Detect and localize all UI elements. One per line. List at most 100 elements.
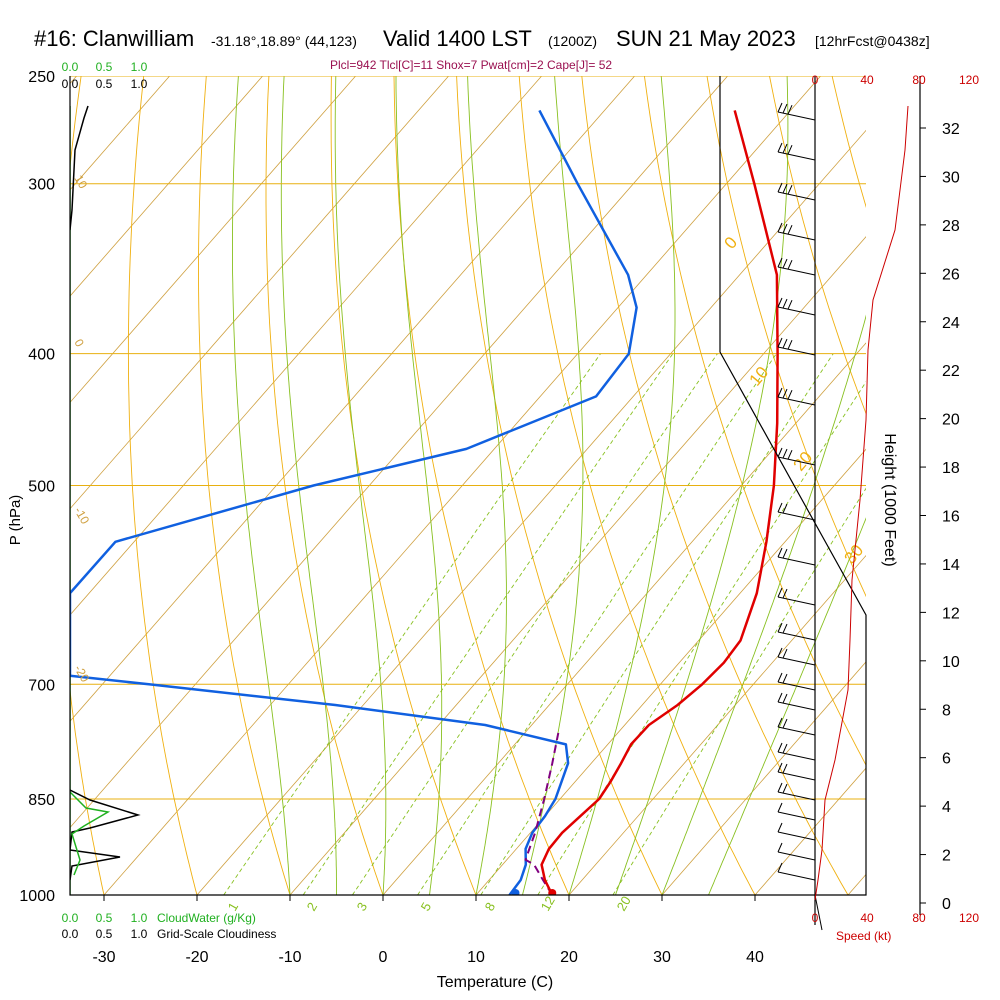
- wind-barb: [777, 762, 816, 781]
- parcel-line: [524, 732, 560, 895]
- dry-adiabat: [70, 76, 105, 895]
- moist-adiabat: [395, 76, 443, 895]
- cloud-tick-label: 1.0: [131, 927, 148, 941]
- mixing-ratio-line: [480, 353, 834, 895]
- cloud-tick-label: 0.0: [62, 911, 79, 925]
- height-tick-label: 18: [942, 460, 960, 477]
- height-tick-label: 4: [942, 799, 951, 816]
- theta-label: 0: [71, 337, 87, 350]
- height-tick-label: 14: [942, 557, 960, 574]
- x-tick-label: -20: [185, 949, 208, 966]
- wind-barb: [777, 387, 816, 406]
- wind-barb: [777, 297, 816, 316]
- wind-barb: [777, 502, 816, 521]
- x-tick-label: -30: [92, 949, 115, 966]
- moist-adiabat: [568, 76, 676, 895]
- dry-adiabat-label: 0: [721, 233, 742, 252]
- wind-speed-line: [814, 105, 909, 901]
- wind-barb: [777, 222, 816, 241]
- moist-adiabat: [522, 76, 584, 895]
- cloudiness-profile-upper: [70, 105, 89, 231]
- wind-barb: [777, 142, 816, 161]
- cloud-tick-label: 0.5: [96, 60, 113, 74]
- forecast-info: [12hrFcst@0438z]: [815, 33, 930, 49]
- x-axis-label: Temperature (C): [437, 974, 553, 991]
- valid-date: SUN 21 May 2023: [616, 26, 796, 51]
- mixing-ratio-line: [223, 353, 601, 895]
- wind-barb: [777, 547, 816, 566]
- wind-barb: [777, 257, 816, 276]
- x-tick-label: 10: [467, 949, 485, 966]
- moist-adiabat: [661, 314, 866, 895]
- surface-temperature-point: [548, 889, 557, 895]
- cloudwater-label: CloudWater (g/Kg): [157, 911, 256, 925]
- dewpoint-line: [70, 109, 638, 895]
- mixing-ratio-label: 20: [614, 893, 634, 913]
- mixing-ratio-lines: [223, 353, 866, 895]
- moist-adiabat: [708, 517, 866, 895]
- wind-barb: [777, 717, 816, 736]
- speed-axis-label: Speed (kt): [836, 929, 891, 943]
- speed-tick-label: 120: [959, 73, 979, 87]
- isotherm-line: [70, 76, 356, 404]
- height-tick-label: 32: [942, 121, 960, 138]
- cloudwater-profile: [70, 791, 111, 876]
- wind-barb: [777, 742, 816, 761]
- wind-barb: [777, 182, 816, 201]
- height-tick-label: 16: [942, 509, 960, 526]
- speed-tick-label: 0: [812, 73, 819, 87]
- mixing-ratio-label: 12: [538, 893, 558, 913]
- height-tick-label: 24: [942, 315, 960, 332]
- wind-barb: [777, 447, 816, 466]
- theta-label: -10: [71, 505, 92, 527]
- speed-tick-label: 40: [860, 911, 874, 925]
- wind-barb: [777, 622, 816, 641]
- cloud-tick-label: 0.5: [96, 911, 113, 925]
- dry-adiabat: [518, 76, 756, 895]
- mixing-ratio-line: [302, 353, 674, 895]
- cloud-profiles: [70, 105, 141, 895]
- height-tick-label: 20: [942, 412, 960, 429]
- moist-adiabat: [232, 76, 291, 895]
- height-tick-label: 2: [942, 848, 951, 865]
- chart-axes: P (hPa) Temperature (C) Height (1000 Fee…: [7, 60, 979, 991]
- dry-adiabat: [581, 76, 849, 895]
- dry-adiabat: [769, 76, 866, 415]
- sounding-profiles: [70, 109, 779, 895]
- wind-barb: [777, 802, 816, 821]
- height-tick-label: 10: [942, 654, 960, 671]
- mixing-ratio-label: 3: [354, 900, 371, 914]
- height-tick-label: 12: [942, 605, 960, 622]
- mixing-ratio-label: 5: [418, 900, 435, 914]
- moist-adiabat: [467, 76, 507, 895]
- chart-frame: [69, 76, 921, 925]
- x-tick-label: 40: [746, 949, 764, 966]
- wind-barb: [777, 337, 816, 356]
- wind-barb: [777, 842, 816, 861]
- cloud-tick-label: 0.5: [96, 927, 113, 941]
- utc-time: (1200Z): [548, 33, 598, 49]
- theta-label: -20: [71, 663, 92, 685]
- wind-speed-profile: [814, 105, 909, 901]
- speed-tick-label: 120: [959, 911, 979, 925]
- moist-adiabat: [334, 76, 387, 895]
- moist-adiabat: [280, 76, 337, 895]
- x-tick-label: -10: [278, 949, 301, 966]
- wind-barb: [777, 672, 816, 691]
- cloudiness-profile-lower: [70, 789, 141, 881]
- dry-adiabat: [393, 76, 570, 895]
- station-location: -31.18°,18.89° (44,123): [211, 33, 357, 49]
- height-tick-label: 22: [942, 363, 960, 380]
- height-tick-label: 26: [942, 266, 960, 283]
- cloud-tick-label: 1.0: [131, 60, 148, 74]
- speed-tick-label: 40: [860, 73, 874, 87]
- dry-adiabat-lines: [70, 76, 866, 895]
- speed-tick-label: 0: [812, 911, 819, 925]
- wind-barb: [777, 862, 816, 881]
- wind-barb: [777, 647, 816, 666]
- surface-wind-barb: [814, 894, 823, 931]
- y-tick-label: 1000: [19, 888, 55, 905]
- cloud-tick-label: 0.5: [96, 77, 113, 91]
- x-tick-label: 30: [653, 949, 671, 966]
